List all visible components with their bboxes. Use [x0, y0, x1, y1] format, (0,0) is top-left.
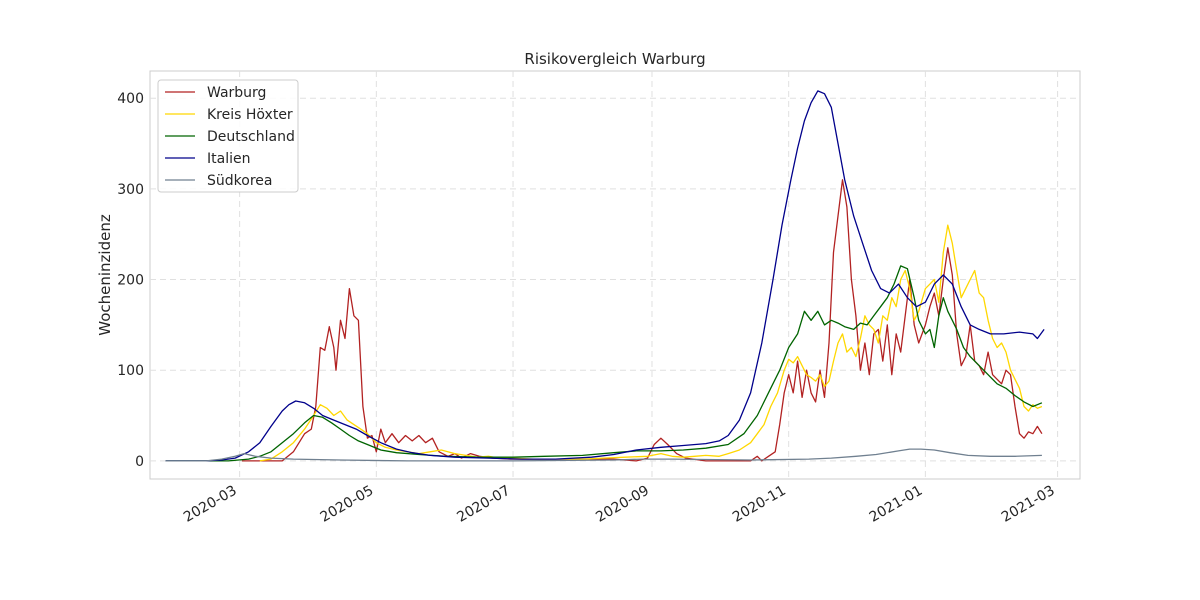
y-tick-label: 200: [117, 273, 144, 289]
legend-label: Deutschland: [207, 129, 295, 145]
grid: [150, 71, 1080, 479]
x-tick-label: 2020-03: [181, 483, 240, 526]
x-tick-label: 2020-11: [730, 483, 789, 526]
x-tick-label: 2020-07: [454, 483, 513, 526]
y-tick-label: 300: [117, 182, 144, 198]
legend-label: Südkorea: [207, 173, 272, 189]
x-tick-label: 2021-03: [999, 483, 1058, 526]
series-lines: [165, 90, 1045, 462]
series-line: [165, 265, 1043, 462]
chart-title: Risikovergleich Warburg: [524, 50, 705, 68]
x-tick-label: 2021-01: [867, 483, 926, 526]
y-tick-label: 400: [117, 91, 144, 107]
legend-label: Italien: [207, 151, 250, 167]
series-line: [241, 179, 1043, 462]
series-line: [165, 448, 1042, 462]
y-tick-label: 100: [117, 363, 144, 379]
series-line: [165, 90, 1045, 462]
legend-label: Warburg: [207, 85, 266, 101]
legend: Warburg Kreis Höxter Deutschland Italien Süd…: [157, 79, 299, 193]
y-axis-title: Wocheninzidenz: [96, 214, 114, 336]
x-tick-label: 2020-05: [318, 483, 377, 526]
legend-frame: [157, 79, 299, 193]
y-tick-label: 0: [135, 454, 144, 470]
x-tick-label: 2020-09: [593, 483, 652, 526]
legend-label: Kreis Höxter: [207, 107, 293, 123]
